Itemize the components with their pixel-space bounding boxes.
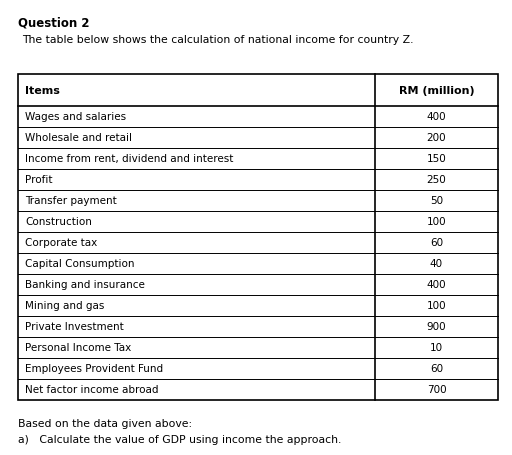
Text: Profit: Profit [25,175,53,185]
Text: 60: 60 [430,238,443,248]
Text: Wholesale and retail: Wholesale and retail [25,133,132,143]
Text: 150: 150 [426,154,446,164]
Text: 400: 400 [426,112,446,122]
Text: 50: 50 [430,196,443,206]
Text: Net factor income abroad: Net factor income abroad [25,384,159,394]
Text: 250: 250 [426,175,446,185]
Text: Banking and insurance: Banking and insurance [25,280,145,290]
Text: Transfer payment: Transfer payment [25,196,117,206]
Text: a)   Calculate the value of GDP using income the approach.: a) Calculate the value of GDP using inco… [18,434,342,444]
Text: Construction: Construction [25,217,92,227]
Text: 10: 10 [430,343,443,353]
Text: 100: 100 [426,301,446,311]
Text: Income from rent, dividend and interest: Income from rent, dividend and interest [25,154,233,164]
Text: 900: 900 [426,322,446,332]
Text: 100: 100 [426,217,446,227]
Text: Based on the data given above:: Based on the data given above: [18,418,192,428]
Text: Personal Income Tax: Personal Income Tax [25,343,131,353]
Text: 200: 200 [426,133,446,143]
Text: Private Investment: Private Investment [25,322,124,332]
Text: 400: 400 [426,280,446,290]
Text: 60: 60 [430,364,443,374]
Text: Mining and gas: Mining and gas [25,301,104,311]
Text: 40: 40 [430,259,443,269]
Text: Wages and salaries: Wages and salaries [25,112,126,122]
Text: Items: Items [25,86,60,96]
Text: The table below shows the calculation of national income for country Z.: The table below shows the calculation of… [22,35,414,45]
Bar [18,75,498,400]
Text: 700: 700 [426,384,446,394]
Text: Question 2: Question 2 [18,17,90,30]
Text: Employees Provident Fund: Employees Provident Fund [25,364,163,374]
Text: RM (million): RM (million) [399,86,474,96]
Text: Corporate tax: Corporate tax [25,238,97,248]
Text: Capital Consumption: Capital Consumption [25,259,135,269]
